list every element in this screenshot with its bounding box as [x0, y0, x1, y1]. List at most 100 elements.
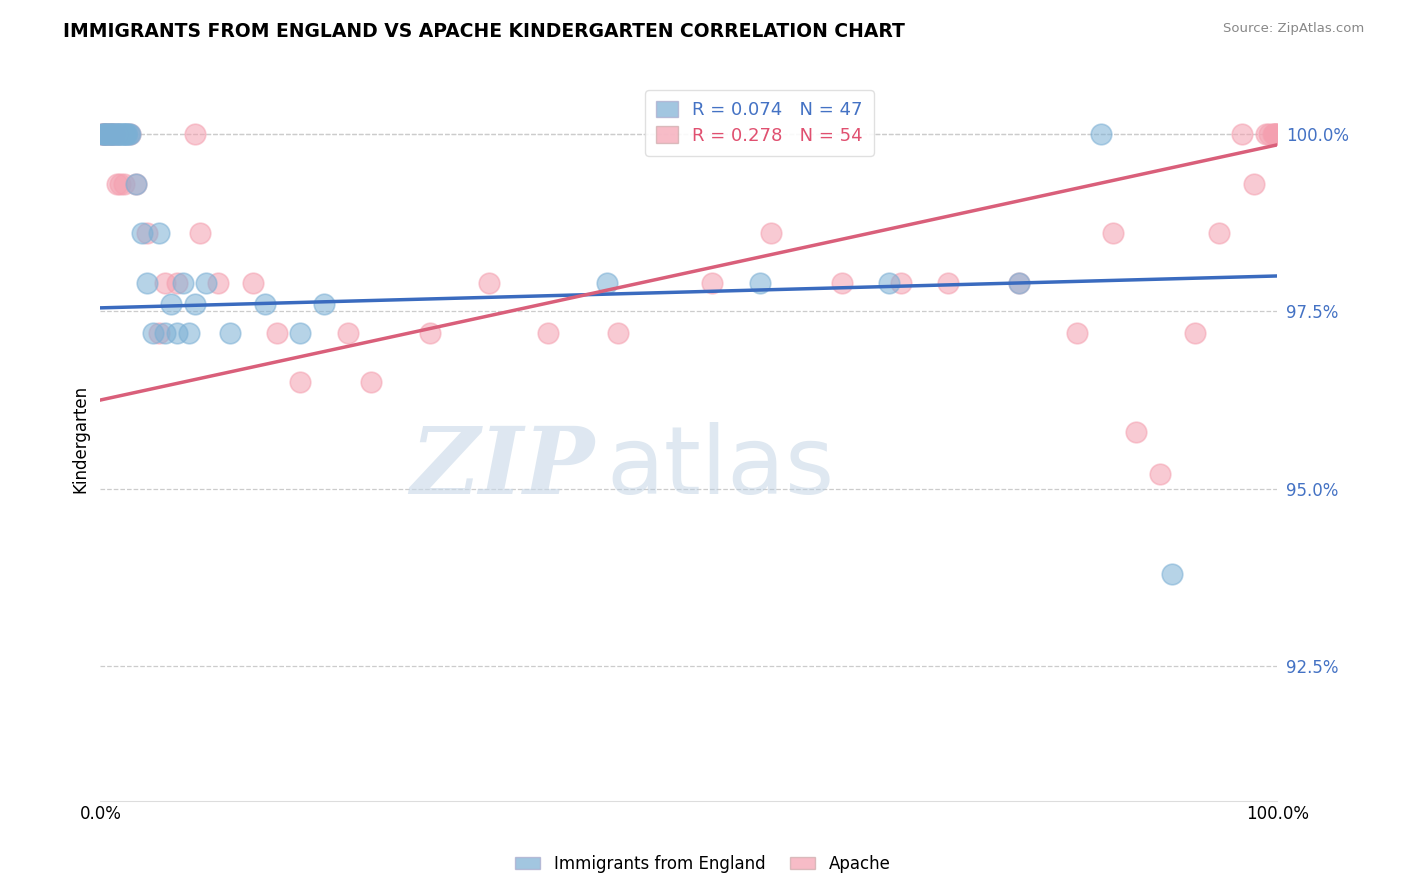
Point: [877, 276, 900, 290]
Point: [1007, 276, 1029, 290]
Point: [1264, 127, 1286, 141]
Point: [831, 276, 853, 290]
Text: atlas: atlas: [606, 422, 835, 514]
Point: [183, 127, 205, 141]
Point: [148, 227, 170, 241]
Point: [242, 276, 264, 290]
Point: [1066, 326, 1088, 340]
Point: [290, 326, 312, 340]
Point: [890, 276, 912, 290]
Point: [537, 326, 560, 340]
Point: [166, 326, 188, 340]
Point: [124, 177, 146, 191]
Point: [1254, 127, 1277, 141]
Point: [312, 297, 335, 311]
Y-axis label: Kindergarten: Kindergarten: [72, 385, 89, 493]
Point: [148, 326, 170, 340]
Point: [114, 127, 136, 141]
Point: [190, 227, 212, 241]
Point: [107, 127, 129, 141]
Point: [1101, 227, 1123, 241]
Point: [103, 127, 125, 141]
Point: [195, 276, 218, 290]
Point: [136, 276, 159, 290]
Legend: Immigrants from England, Apache: Immigrants from England, Apache: [509, 848, 897, 880]
Point: [266, 326, 288, 340]
Point: [110, 127, 132, 141]
Point: [254, 297, 277, 311]
Point: [110, 177, 132, 191]
Point: [117, 127, 139, 141]
Point: [110, 127, 132, 141]
Point: [117, 127, 139, 141]
Point: [97, 127, 120, 141]
Point: [101, 127, 124, 141]
Point: [93, 127, 115, 141]
Point: [105, 177, 128, 191]
Point: [702, 276, 724, 290]
Text: ZIP: ZIP: [411, 423, 595, 513]
Legend: R = 0.074   N = 47, R = 0.278   N = 54: R = 0.074 N = 47, R = 0.278 N = 54: [645, 90, 873, 155]
Point: [748, 276, 770, 290]
Point: [96, 127, 118, 141]
Point: [96, 127, 118, 141]
Point: [103, 127, 125, 141]
Point: [1184, 326, 1206, 340]
Point: [761, 227, 783, 241]
Point: [153, 276, 176, 290]
Point: [91, 127, 114, 141]
Point: [166, 276, 188, 290]
Point: [607, 326, 630, 340]
Point: [1263, 127, 1285, 141]
Point: [97, 127, 120, 141]
Point: [142, 326, 165, 340]
Point: [98, 127, 121, 141]
Point: [1090, 127, 1112, 141]
Point: [136, 227, 159, 241]
Text: Source: ZipAtlas.com: Source: ZipAtlas.com: [1223, 22, 1364, 36]
Point: [100, 127, 122, 141]
Point: [112, 177, 135, 191]
Point: [96, 127, 118, 141]
Point: [105, 127, 128, 141]
Point: [153, 326, 176, 340]
Point: [218, 326, 240, 340]
Point: [419, 326, 441, 340]
Point: [1125, 425, 1147, 439]
Point: [1261, 127, 1284, 141]
Point: [90, 127, 112, 141]
Point: [1230, 127, 1253, 141]
Point: [1007, 276, 1029, 290]
Point: [177, 326, 200, 340]
Point: [91, 127, 114, 141]
Point: [360, 376, 382, 390]
Point: [1160, 566, 1182, 581]
Point: [1208, 227, 1230, 241]
Point: [112, 127, 135, 141]
Point: [1265, 127, 1288, 141]
Point: [118, 127, 141, 141]
Point: [98, 127, 121, 141]
Point: [108, 127, 131, 141]
Point: [1258, 127, 1281, 141]
Point: [131, 227, 153, 241]
Point: [478, 276, 501, 290]
Point: [93, 127, 115, 141]
Point: [172, 276, 194, 290]
Point: [111, 127, 134, 141]
Point: [1149, 467, 1171, 482]
Point: [118, 127, 141, 141]
Point: [183, 297, 205, 311]
Point: [336, 326, 359, 340]
Point: [101, 127, 124, 141]
Point: [100, 127, 122, 141]
Point: [1265, 127, 1288, 141]
Point: [107, 127, 129, 141]
Point: [94, 127, 117, 141]
Point: [104, 127, 127, 141]
Point: [124, 177, 146, 191]
Point: [103, 127, 125, 141]
Point: [595, 276, 617, 290]
Point: [1243, 177, 1265, 191]
Point: [290, 376, 312, 390]
